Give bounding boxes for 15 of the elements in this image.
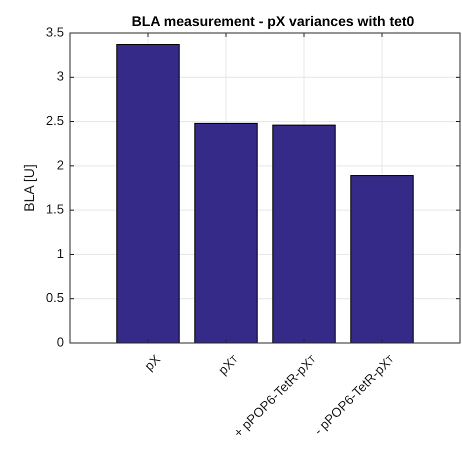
bar [272,124,336,344]
y-tick-label: 1.5 [46,202,64,217]
y-axis-title: BLA [U] [21,164,37,212]
bar [350,175,414,344]
y-tick-label: 2.5 [46,113,64,128]
bar [116,44,180,344]
y-tick-label: 0.5 [46,290,64,306]
y-tick-label: 3 [56,68,64,84]
chart-title: BLA measurement - pX variances with tet0 [132,13,415,29]
bar [194,122,258,344]
y-tick-label: 3.5 [46,24,64,40]
y-tick-label: 2 [56,157,64,172]
y-tick-label: 0 [56,334,64,350]
y-tick-label: 1 [56,246,64,261]
x-tick-label: pX [141,351,164,374]
